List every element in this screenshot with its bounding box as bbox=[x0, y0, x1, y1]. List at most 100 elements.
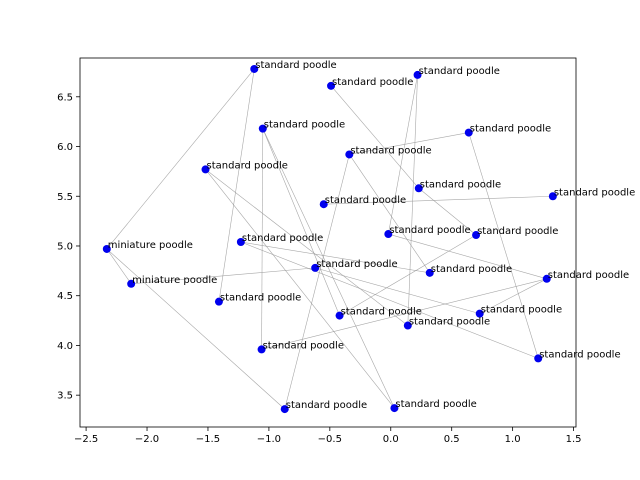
edge-line bbox=[349, 132, 469, 155]
edge-line bbox=[339, 234, 477, 316]
edge-line bbox=[218, 68, 255, 302]
data-point bbox=[102, 244, 111, 253]
data-point bbox=[311, 263, 320, 272]
edges-layer bbox=[106, 68, 553, 410]
point-label: standard poodle bbox=[389, 225, 470, 236]
edge-line bbox=[323, 195, 553, 205]
edge-line bbox=[284, 154, 350, 410]
point-label: standard poodle bbox=[341, 307, 422, 318]
edge-line bbox=[240, 241, 539, 359]
points-layer bbox=[102, 64, 557, 414]
edge-line bbox=[418, 188, 477, 236]
point-label: miniature poodle bbox=[108, 240, 193, 251]
y-tick-label: 3.5 bbox=[57, 391, 73, 402]
point-label: standard poodle bbox=[539, 349, 620, 360]
data-point bbox=[327, 81, 336, 90]
x-axis: −2.5 −2.0 −1.5 −1.0 −0.5 0.0 0.5 1.0 1.5 bbox=[74, 427, 582, 445]
edge-line bbox=[106, 248, 285, 410]
data-point bbox=[542, 274, 551, 283]
data-point bbox=[534, 354, 543, 363]
data-point bbox=[403, 321, 412, 330]
edge-line bbox=[205, 169, 395, 409]
edge-line bbox=[468, 132, 539, 359]
edge-line bbox=[106, 248, 132, 284]
y-tick-label: 5.5 bbox=[57, 192, 73, 203]
point-label: standard poodle bbox=[419, 66, 500, 77]
data-point bbox=[384, 230, 393, 239]
point-label: standard poodle bbox=[470, 124, 551, 135]
data-point bbox=[250, 64, 259, 73]
point-label: standard poodle bbox=[332, 77, 413, 88]
point-label: standard poodle bbox=[242, 233, 323, 244]
x-tick-label: 1.0 bbox=[505, 434, 521, 445]
data-point bbox=[548, 192, 557, 201]
edge-line bbox=[388, 74, 418, 235]
point-label: standard poodle bbox=[431, 264, 512, 275]
edge-line bbox=[388, 233, 547, 280]
data-point bbox=[280, 405, 289, 414]
edge-line bbox=[240, 241, 430, 274]
point-label: standard poodle bbox=[264, 120, 345, 131]
point-label: standard poodle bbox=[286, 400, 367, 411]
point-label: standard poodle bbox=[350, 145, 431, 156]
edge-line bbox=[330, 85, 420, 189]
data-point bbox=[236, 238, 245, 247]
point-label: standard poodle bbox=[220, 293, 301, 304]
point-label: standard poodle bbox=[395, 399, 476, 410]
y-tick-label: 6.0 bbox=[57, 142, 73, 153]
point-label: standard poodle bbox=[207, 160, 288, 171]
edge-line bbox=[261, 278, 547, 350]
data-point bbox=[257, 345, 266, 354]
y-tick-label: 6.5 bbox=[57, 92, 73, 103]
edge-line bbox=[106, 68, 255, 250]
point-label: standard poodle bbox=[263, 340, 344, 351]
y-tick-label: 4.0 bbox=[57, 341, 73, 352]
point-label: standard poodle bbox=[554, 187, 635, 198]
point-label: miniature poodle bbox=[132, 275, 217, 286]
data-point bbox=[464, 128, 473, 137]
data-point bbox=[319, 200, 328, 209]
x-tick-label: −0.5 bbox=[318, 434, 342, 445]
x-tick-label: −2.0 bbox=[135, 434, 159, 445]
point-label: standard poodle bbox=[409, 317, 490, 328]
point-label: standard poodle bbox=[255, 60, 336, 71]
edge-line bbox=[479, 278, 547, 314]
edge-line bbox=[407, 74, 418, 326]
edge-line bbox=[349, 154, 431, 274]
data-point bbox=[214, 297, 223, 306]
edge-line bbox=[131, 267, 316, 285]
point-label: standard poodle bbox=[481, 305, 562, 316]
point-label: standard poodle bbox=[420, 179, 501, 190]
point-label: standard poodle bbox=[548, 270, 629, 281]
point-label: standard poodle bbox=[477, 226, 558, 237]
edge-line bbox=[315, 267, 480, 314]
x-tick-label: 0.0 bbox=[383, 434, 399, 445]
data-point bbox=[425, 268, 434, 277]
data-point bbox=[413, 70, 422, 79]
y-tick-label: 5.0 bbox=[57, 241, 73, 252]
data-point bbox=[258, 124, 267, 133]
x-tick-label: −1.0 bbox=[257, 434, 281, 445]
data-point bbox=[127, 279, 136, 288]
data-point bbox=[335, 311, 344, 320]
x-tick-label: −1.5 bbox=[196, 434, 220, 445]
data-point bbox=[414, 184, 423, 193]
data-point bbox=[472, 231, 481, 240]
edge-line bbox=[262, 128, 340, 316]
data-point bbox=[475, 309, 484, 318]
data-point bbox=[345, 150, 354, 159]
x-tick-label: −2.5 bbox=[74, 434, 98, 445]
x-tick-label: 0.5 bbox=[444, 434, 460, 445]
plot-frame bbox=[79, 57, 577, 428]
x-tick-label: 1.5 bbox=[566, 434, 582, 445]
y-axis: 3.5 4.0 4.5 5.0 5.5 6.0 6.5 bbox=[57, 92, 80, 402]
edge-line bbox=[262, 128, 395, 409]
point-label: standard poodle bbox=[316, 259, 397, 270]
point-label: standard poodle bbox=[325, 195, 406, 206]
y-tick-label: 4.5 bbox=[57, 291, 73, 302]
edge-line bbox=[205, 169, 409, 326]
data-point bbox=[390, 404, 399, 413]
edge-line bbox=[261, 128, 264, 350]
